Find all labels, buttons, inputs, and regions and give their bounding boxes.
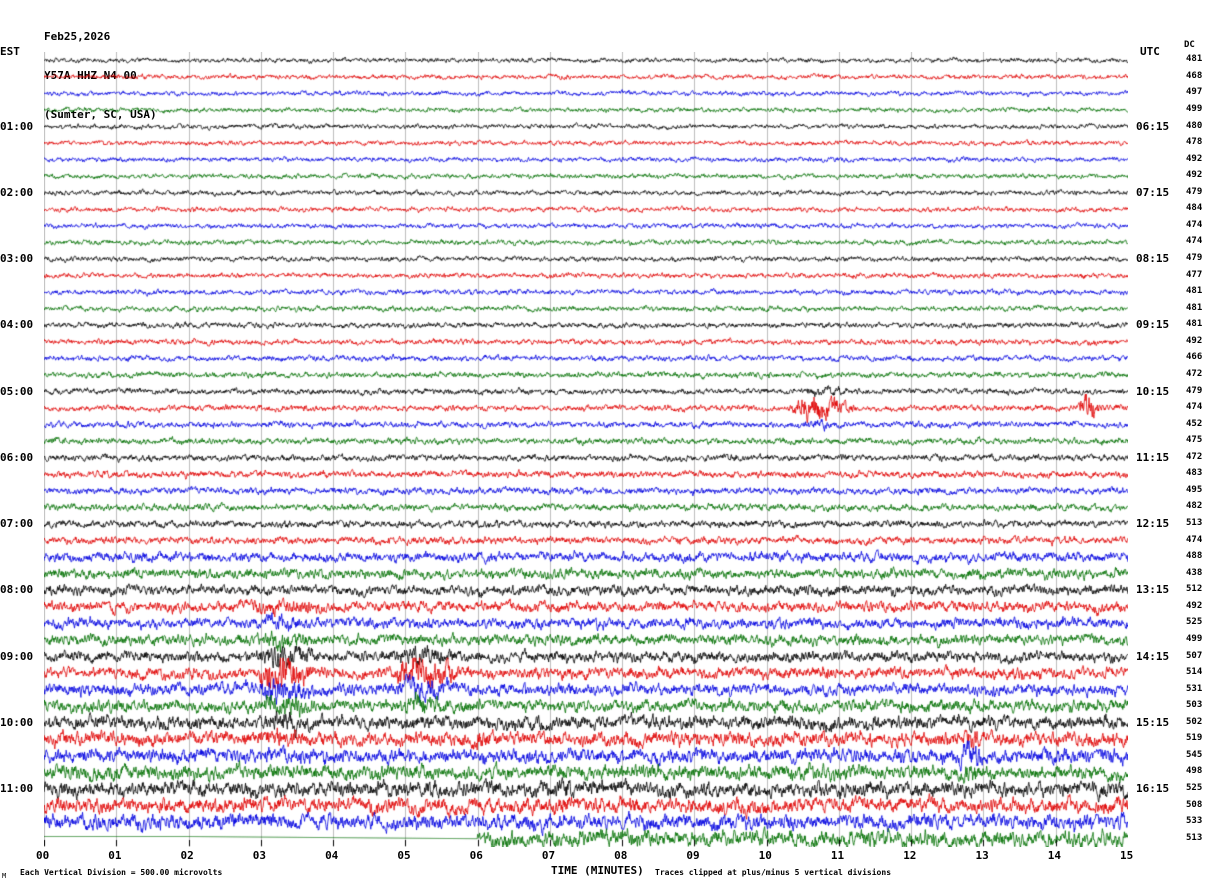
- left-time-tick: 07:00: [0, 517, 34, 531]
- dc-value: 513: [1186, 518, 1203, 529]
- dc-value: 474: [1186, 402, 1203, 413]
- dc-value: 478: [1186, 137, 1203, 148]
- dc-value: 512: [1186, 584, 1203, 595]
- axis-label-utc: UTC: [1140, 45, 1160, 58]
- left-time-tick: 04:00: [0, 318, 34, 332]
- dc-value: 477: [1186, 269, 1203, 280]
- left-time-tick: 01:00: [0, 119, 34, 133]
- x-tick: 10: [758, 849, 772, 862]
- dc-value: 497: [1186, 87, 1203, 98]
- right-time-tick: 10:15: [1136, 384, 1170, 398]
- right-time-tick: 07:15: [1136, 185, 1170, 199]
- dc-value: 472: [1186, 368, 1203, 379]
- right-time-tick: 08:15: [1136, 252, 1170, 266]
- dc-value: 507: [1186, 650, 1203, 661]
- dc-value: 533: [1186, 816, 1203, 827]
- dc-value: 519: [1186, 733, 1203, 744]
- x-tick: 05: [397, 849, 411, 862]
- dc-value: 481: [1186, 302, 1203, 313]
- x-tick: 04: [325, 849, 339, 862]
- dc-value: 452: [1186, 418, 1203, 429]
- footer-left-note: Each Vertical Division = 500.00 microvol…: [20, 868, 223, 877]
- left-time-tick: 08:00: [0, 583, 34, 597]
- axis-label-est: EST: [0, 45, 20, 58]
- dc-value: 488: [1186, 551, 1203, 562]
- dc-value: 484: [1186, 203, 1203, 214]
- dc-value: 480: [1186, 120, 1203, 131]
- right-time-tick: 06:15: [1136, 119, 1170, 133]
- x-tick: 00: [36, 849, 50, 862]
- left-time-tick: 06:00: [0, 450, 34, 464]
- dc-value: 482: [1186, 501, 1203, 512]
- x-axis-title: TIME (MINUTES): [551, 864, 644, 877]
- x-tick: 13: [975, 849, 989, 862]
- x-tick: 14: [1047, 849, 1061, 862]
- x-tick: 01: [108, 849, 122, 862]
- x-tick: 11: [830, 849, 845, 862]
- right-time-tick: 12:15: [1136, 517, 1170, 531]
- x-tick: 03: [252, 849, 267, 862]
- dc-value: 492: [1186, 170, 1203, 181]
- x-tick: 08: [614, 849, 628, 862]
- dc-value: 438: [1186, 567, 1203, 578]
- dc-value: 514: [1186, 667, 1203, 678]
- footer-right-note: Traces clipped at plus/minus 5 vertical …: [655, 868, 892, 877]
- dc-value: 481: [1186, 319, 1203, 330]
- dc-value: 492: [1186, 153, 1203, 164]
- dc-value: 499: [1186, 633, 1203, 644]
- axis-label-dc: DC: [1184, 40, 1195, 50]
- left-time-tick: 02:00: [0, 185, 34, 199]
- dc-value: 525: [1186, 783, 1203, 794]
- right-time-tick: 11:15: [1136, 450, 1170, 464]
- dc-value: 479: [1186, 186, 1203, 197]
- seismogram-canvas: [44, 52, 1128, 847]
- dc-value: 466: [1186, 352, 1203, 363]
- left-time-tick: 11:00: [0, 782, 34, 796]
- dc-value: 474: [1186, 236, 1203, 247]
- dc-value: 481: [1186, 54, 1203, 65]
- left-time-tick: 10:00: [0, 715, 34, 729]
- dc-value: 474: [1186, 534, 1203, 545]
- dc-value: 525: [1186, 617, 1203, 628]
- right-time-tick: 15:15: [1136, 715, 1170, 729]
- right-time-tick: 13:15: [1136, 583, 1170, 597]
- dc-value: 495: [1186, 484, 1203, 495]
- dc-value: 468: [1186, 70, 1203, 81]
- dc-value: 481: [1186, 286, 1203, 297]
- x-tick: 15: [1120, 849, 1134, 862]
- left-time-tick: 05:00: [0, 384, 34, 398]
- dc-value: 508: [1186, 799, 1203, 810]
- dc-value: 499: [1186, 103, 1203, 114]
- dc-value: 502: [1186, 716, 1203, 727]
- dc-value: 492: [1186, 600, 1203, 611]
- dc-value: 474: [1186, 219, 1203, 230]
- right-time-tick: 16:15: [1136, 782, 1170, 796]
- footer-tiny: M: [2, 872, 7, 880]
- dc-value: 475: [1186, 435, 1203, 446]
- right-time-tick: 09:15: [1136, 318, 1170, 332]
- header-date: Feb25,2026: [44, 30, 111, 43]
- x-tick: 12: [903, 849, 917, 862]
- dc-value: 479: [1186, 385, 1203, 396]
- seismogram-plot: [44, 52, 1128, 847]
- dc-value: 483: [1186, 468, 1203, 479]
- x-tick: 07: [541, 849, 556, 862]
- dc-value: 472: [1186, 451, 1203, 462]
- dc-value: 545: [1186, 749, 1203, 760]
- right-time-tick: 14:15: [1136, 649, 1170, 663]
- dc-value: 479: [1186, 253, 1203, 264]
- dc-value: 498: [1186, 766, 1203, 777]
- left-time-tick: 03:00: [0, 252, 34, 266]
- dc-value: 513: [1186, 832, 1203, 843]
- left-time-tick: 09:00: [0, 649, 34, 663]
- dc-value: 492: [1186, 335, 1203, 346]
- dc-value: 531: [1186, 683, 1203, 694]
- x-tick: 02: [180, 849, 194, 862]
- x-tick: 06: [469, 849, 483, 862]
- x-tick: 09: [686, 849, 700, 862]
- dc-value: 503: [1186, 700, 1203, 711]
